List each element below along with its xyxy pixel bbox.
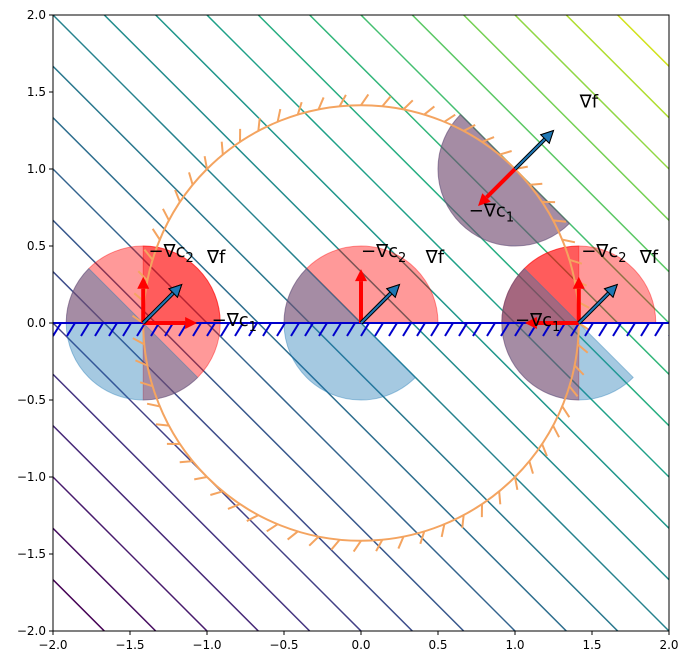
y-axis: 2.0 1.5 1.0 0.5 0.0 −0.5 −1.0 −1.5 −2.0	[17, 8, 53, 638]
y-tick-label: −1.5	[17, 547, 46, 561]
gradient-label: ∇f	[639, 247, 659, 268]
constraint-hatch	[562, 406, 569, 417]
constraint-hatch	[424, 106, 434, 114]
constraint-hatch	[529, 184, 542, 185]
contour-line	[0, 374, 690, 665]
x-tick-label: 0.0	[351, 638, 370, 652]
constraint-hatch	[473, 323, 481, 336]
constraint-hatch	[553, 426, 559, 438]
x-tick-label: 1.5	[582, 638, 601, 652]
constraint-hatch	[153, 229, 160, 240]
constraint-hatch	[309, 537, 318, 546]
x-tick-label: 0.5	[428, 638, 447, 652]
constraint-hatch	[499, 491, 500, 504]
constraint-hatch	[258, 118, 259, 131]
constraint-hatch	[431, 323, 439, 336]
constraint-hatch	[462, 515, 463, 528]
y-tick-label: 1.5	[27, 85, 46, 99]
y-tick-label: −2.0	[17, 624, 46, 638]
constraint-hatch	[189, 172, 193, 184]
constraint-hatch	[222, 142, 223, 155]
constraint-hatch	[655, 323, 663, 336]
constraint-hatch	[641, 323, 649, 336]
contour-line	[0, 0, 690, 272]
constraint-hatch	[389, 323, 397, 336]
constraint-hatch	[354, 541, 361, 552]
gradient-label: ∇f	[206, 247, 226, 268]
constraint-hatch	[382, 96, 390, 106]
x-tick-label: −1.0	[192, 638, 221, 652]
constraint-hatch	[180, 461, 193, 462]
constraint-hatch	[669, 323, 677, 336]
constraint-hatch	[627, 323, 635, 336]
constraint-hatch	[553, 220, 566, 221]
constraint-hatch	[613, 323, 621, 336]
y-tick-label: 0.0	[27, 316, 46, 330]
y-tick-label: 0.5	[27, 239, 46, 253]
constraint-hatch	[361, 94, 368, 105]
constraint-hatch	[444, 115, 455, 122]
y-tick-label: 1.0	[27, 162, 46, 176]
constraint-hatch	[403, 323, 411, 336]
contour-line	[0, 0, 690, 477]
constraint-hatch	[156, 424, 169, 425]
x-tick-label: −1.5	[115, 638, 144, 652]
constraint-hatch	[529, 461, 533, 473]
constraint-hatch	[445, 323, 453, 336]
constraint-hatch	[210, 491, 222, 495]
constraint-hatch	[194, 477, 207, 479]
gradient-label: ∇f	[425, 247, 445, 268]
constraint-hatch	[487, 323, 495, 336]
x-tick-label: 2.0	[659, 638, 678, 652]
constraint-hatch	[331, 540, 339, 550]
y-tick-label: −0.5	[17, 393, 46, 407]
constraint-hatch	[375, 323, 383, 336]
constraint-hatch	[163, 209, 169, 221]
arrow-shaft	[515, 139, 545, 169]
constraint-hatch	[288, 531, 298, 539]
constraint-hatch	[459, 323, 467, 336]
gradient-label: ∇f	[579, 91, 599, 112]
constraint-hatch	[403, 100, 412, 109]
x-axis: −2.0 −1.5 −1.0 −0.5 0.0 0.5 1.0 1.5 2.0	[38, 631, 678, 652]
x-tick-label: −2.0	[38, 638, 67, 652]
x-tick-label: 1.0	[505, 638, 524, 652]
y-tick-label: 2.0	[27, 8, 46, 22]
constraint-hatch	[499, 151, 511, 155]
constraint-hatch	[599, 323, 607, 336]
x-tick-label: −0.5	[269, 638, 298, 652]
y-tick-label: −1.0	[17, 470, 46, 484]
constraint-hatch	[267, 524, 278, 531]
